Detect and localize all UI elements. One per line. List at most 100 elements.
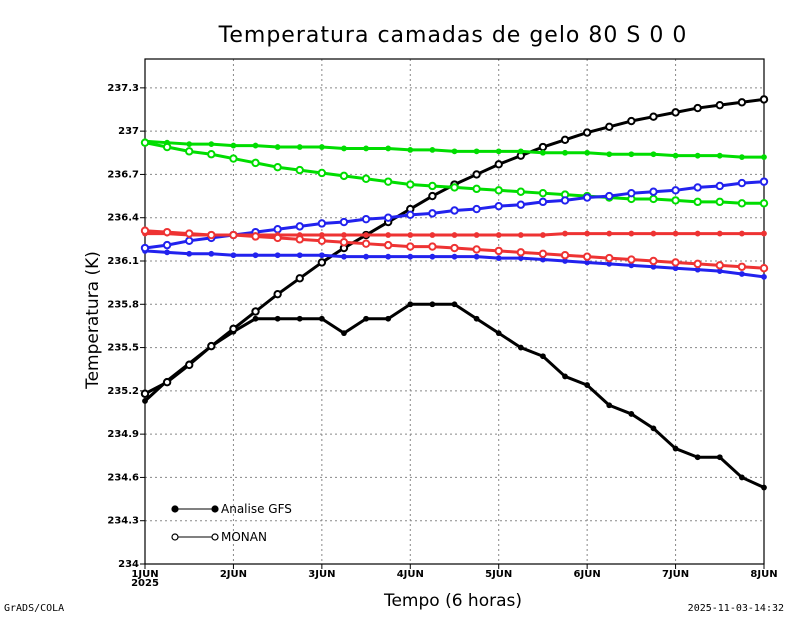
data-point bbox=[627, 255, 636, 264]
data-point bbox=[759, 177, 769, 186]
data-point bbox=[560, 251, 570, 260]
data-point bbox=[650, 425, 657, 432]
data-point bbox=[317, 258, 327, 267]
data-point bbox=[361, 239, 371, 248]
y-tick-label: 237.3 bbox=[107, 83, 139, 94]
data-point bbox=[759, 264, 769, 273]
data-point bbox=[318, 144, 325, 150]
data-point bbox=[383, 213, 393, 222]
data-point bbox=[407, 253, 414, 260]
data-point bbox=[759, 199, 769, 208]
data-point bbox=[363, 315, 369, 322]
data-point bbox=[582, 193, 592, 202]
data-point bbox=[428, 181, 437, 191]
data-point bbox=[207, 341, 216, 351]
data-point bbox=[450, 183, 459, 192]
data-point bbox=[339, 238, 349, 247]
data-point bbox=[671, 108, 680, 117]
data-point bbox=[606, 230, 613, 237]
data-point bbox=[516, 248, 526, 257]
data-point bbox=[737, 178, 747, 188]
data-point bbox=[229, 324, 238, 334]
y-tick-label: 235.5 bbox=[107, 343, 139, 354]
data-point bbox=[538, 197, 548, 207]
data-point bbox=[363, 253, 369, 260]
data-point bbox=[229, 154, 238, 163]
data-point bbox=[693, 103, 702, 113]
data-point bbox=[517, 148, 524, 155]
data-point bbox=[649, 194, 658, 204]
data-point bbox=[738, 474, 745, 481]
x-tick-label: 1JUN bbox=[131, 569, 158, 580]
data-point bbox=[562, 373, 568, 380]
data-point bbox=[295, 165, 304, 175]
data-point bbox=[628, 411, 635, 417]
data-point bbox=[494, 186, 503, 195]
data-point bbox=[252, 252, 259, 259]
series-line bbox=[143, 302, 765, 489]
x-axis-label: Tempo (6 horas) bbox=[383, 591, 522, 611]
y-axis-label: Temperatura (K) bbox=[83, 251, 103, 390]
x-tick-label: 3JUN bbox=[308, 569, 335, 580]
data-point bbox=[538, 142, 548, 152]
data-point bbox=[715, 197, 724, 207]
axes: 234 234.3 234.6 234.9 235.2 235.5 235.8 236.1 23… bbox=[107, 58, 778, 589]
data-point bbox=[274, 252, 281, 259]
data-point bbox=[450, 206, 459, 215]
data-point bbox=[317, 236, 327, 246]
legend-item: MONAN bbox=[171, 530, 267, 544]
data-point bbox=[738, 230, 745, 237]
data-point bbox=[494, 246, 503, 256]
data-point bbox=[429, 253, 436, 260]
data-point bbox=[649, 187, 658, 196]
data-point bbox=[406, 210, 415, 220]
data-point bbox=[738, 271, 745, 277]
data-point bbox=[273, 289, 282, 299]
data-point bbox=[672, 152, 679, 159]
data-point bbox=[738, 154, 745, 161]
data-point bbox=[494, 201, 503, 211]
data-point bbox=[516, 187, 526, 196]
data-point bbox=[186, 141, 193, 148]
data-point bbox=[584, 382, 591, 388]
data-point bbox=[185, 236, 194, 246]
data-point bbox=[605, 191, 614, 201]
data-point bbox=[318, 315, 325, 322]
data-point bbox=[605, 253, 614, 263]
data-point bbox=[295, 235, 304, 244]
series-3 bbox=[140, 138, 769, 208]
data-point bbox=[185, 360, 194, 370]
data-point bbox=[737, 199, 747, 208]
data-point bbox=[385, 315, 392, 322]
data-point bbox=[339, 217, 349, 227]
data-point bbox=[671, 258, 680, 267]
data-point bbox=[429, 232, 436, 238]
data-point bbox=[759, 95, 769, 104]
series-layer bbox=[140, 95, 769, 491]
data-point bbox=[450, 243, 459, 253]
data-point bbox=[296, 144, 303, 150]
data-point bbox=[341, 232, 347, 238]
y-tick-label: 235.8 bbox=[107, 299, 139, 310]
data-point bbox=[672, 445, 679, 452]
data-point bbox=[274, 315, 281, 322]
data-point bbox=[451, 253, 458, 260]
data-point bbox=[251, 232, 260, 241]
data-point bbox=[671, 186, 680, 195]
x-tick-label: 2JUN bbox=[220, 569, 247, 580]
data-point bbox=[761, 154, 767, 161]
data-point bbox=[142, 398, 148, 404]
data-point bbox=[627, 188, 636, 198]
legend: Analise GFS MONAN bbox=[171, 502, 292, 544]
data-point bbox=[671, 196, 680, 205]
data-point bbox=[341, 253, 347, 260]
legend-marker bbox=[171, 533, 179, 541]
data-point bbox=[317, 219, 327, 228]
data-point bbox=[252, 315, 259, 322]
data-point bbox=[605, 122, 614, 132]
data-point bbox=[140, 138, 150, 147]
y-tick-label: 234.3 bbox=[107, 516, 139, 527]
data-point bbox=[451, 301, 458, 308]
data-point bbox=[560, 196, 570, 205]
data-point bbox=[627, 116, 636, 126]
